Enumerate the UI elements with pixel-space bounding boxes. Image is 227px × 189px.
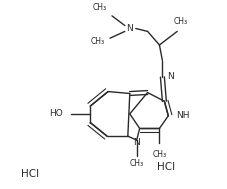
- Text: N: N: [126, 24, 133, 33]
- Text: CH₃: CH₃: [93, 3, 107, 12]
- Text: HCl: HCl: [158, 162, 175, 172]
- Text: HCl: HCl: [21, 169, 39, 179]
- Text: CH₃: CH₃: [91, 37, 105, 46]
- Text: CH₃: CH₃: [174, 17, 188, 26]
- Text: CH₃: CH₃: [130, 160, 144, 168]
- Text: HO: HO: [49, 109, 63, 118]
- Text: CH₃: CH₃: [152, 150, 166, 159]
- Text: N: N: [133, 138, 140, 147]
- Text: NH: NH: [176, 111, 190, 120]
- Text: N: N: [167, 73, 174, 81]
